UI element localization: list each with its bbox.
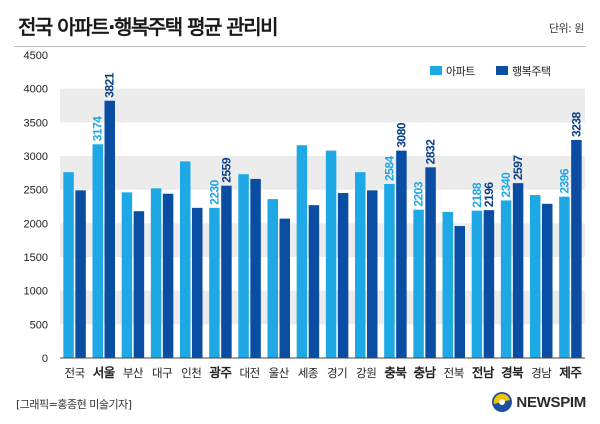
bar-apartment — [63, 172, 74, 358]
bar-happy-housing — [75, 190, 86, 358]
data-label: 3821 — [103, 72, 117, 98]
x-tick-label: 인천 — [181, 366, 201, 380]
data-label: 2832 — [424, 139, 438, 165]
bar-happy-housing — [396, 150, 407, 358]
y-tick-label: 3500 — [24, 117, 48, 129]
bar-apartment — [92, 144, 103, 358]
data-label: 2597 — [511, 155, 525, 181]
bar-happy-housing — [279, 218, 290, 358]
grid-band — [60, 290, 585, 325]
grid-band — [60, 223, 585, 257]
x-tick-label: 서울 — [93, 365, 116, 380]
logo-text: NEWSPIM — [516, 393, 586, 411]
bar-happy-housing — [571, 139, 582, 358]
bar-happy-housing — [512, 183, 524, 358]
bar-apartment — [180, 161, 191, 358]
y-tick-label: 2000 — [24, 218, 48, 230]
legend-label: 행복주택 — [512, 65, 550, 78]
bar-happy-housing — [162, 193, 174, 358]
bar-apartment — [559, 196, 570, 358]
chart-header: 전국 아파트·행복주택 평균 관리비 단위: 원 — [0, 0, 600, 46]
bar-happy-housing — [133, 211, 145, 358]
data-label: 2230 — [207, 179, 221, 205]
bar-happy-housing — [192, 207, 203, 358]
data-label: 2396 — [557, 168, 571, 194]
x-tick-label: 전북 — [444, 366, 464, 380]
data-label: 2340 — [499, 172, 513, 198]
x-tick-label: 세종 — [298, 366, 318, 380]
x-tick-label: 충북 — [384, 365, 407, 380]
x-tick-label: 경기 — [327, 366, 347, 380]
data-label: 2559 — [219, 157, 233, 183]
newspim-logo: NEWSPIM — [491, 390, 586, 414]
data-label: 2196 — [482, 182, 496, 208]
bar-apartment — [500, 200, 512, 358]
x-tick-label: 경북 — [501, 365, 524, 380]
x-tick-label: 전국 — [64, 366, 84, 380]
chart-title: 전국 아파트·행복주택 평균 관리비 — [18, 15, 279, 39]
y-tick-label: 4000 — [24, 84, 48, 96]
bar-happy-housing — [337, 193, 349, 358]
data-label: 3238 — [569, 111, 583, 137]
chart-footer: [그래픽=홍종현 미술기자] NEWSPIM — [0, 382, 600, 424]
data-label: 3174 — [91, 116, 105, 142]
bar-apartment — [413, 209, 424, 358]
grid-band — [60, 156, 585, 190]
bar-apartment — [355, 172, 366, 358]
header-divider — [14, 46, 586, 47]
bar-happy-housing — [542, 203, 553, 358]
bar-apartment — [442, 211, 453, 358]
data-label: 2584 — [382, 155, 396, 181]
unit-label: 단위: 원 — [548, 22, 585, 35]
x-tick-label: 부산 — [123, 366, 144, 380]
bar-apartment — [209, 207, 220, 358]
y-tick-label: 1000 — [24, 286, 48, 298]
bar-happy-housing — [104, 100, 115, 358]
bar-apartment — [325, 150, 337, 358]
y-tick-label: 2500 — [24, 185, 48, 197]
legend-swatch — [430, 66, 442, 75]
x-tick-label: 광주 — [209, 365, 232, 380]
data-label: 3080 — [394, 122, 408, 148]
bar-happy-housing — [250, 178, 261, 358]
graphic-credit: [그래픽=홍종현 미술기자] — [16, 398, 132, 411]
legend-swatch — [496, 66, 508, 75]
legend-label: 아파트 — [446, 65, 475, 78]
bar-apartment — [471, 210, 483, 358]
grid-band — [60, 88, 585, 123]
bar-happy-housing — [367, 190, 378, 358]
bar-apartment — [267, 199, 278, 358]
bar-happy-housing — [483, 210, 495, 358]
x-tick-label: 제주 — [559, 365, 582, 380]
bar-happy-housing — [425, 167, 436, 358]
y-tick-label: 3000 — [24, 151, 48, 163]
x-tick-label: 강원 — [356, 366, 376, 380]
x-tick-label: 울산 — [269, 366, 290, 380]
x-tick-label: 대구 — [152, 366, 172, 380]
x-tick-label: 대전 — [239, 366, 259, 380]
x-tick-label: 전남 — [472, 365, 495, 380]
bar-apartment — [121, 192, 133, 358]
y-tick-label: 4500 — [24, 50, 48, 62]
data-label: 2188 — [470, 182, 484, 208]
bar-apartment — [150, 188, 162, 358]
bar-apartment — [296, 145, 308, 358]
bar-happy-housing — [454, 226, 465, 358]
bar-chart: 0 500 1000 1500 2000 2500 3000 3500 4000 4500 3174… — [24, 50, 585, 380]
bar-apartment — [384, 184, 395, 358]
data-label: 2203 — [412, 181, 426, 207]
x-tick-label: 충남 — [414, 365, 437, 380]
y-tick-label: 500 — [30, 319, 48, 331]
bar-happy-housing — [221, 185, 232, 358]
y-tick-label: 1500 — [24, 252, 48, 264]
bar-apartment — [530, 195, 541, 358]
y-tick-label: 0 — [42, 353, 48, 365]
newspim-logo-icon — [492, 392, 513, 412]
bar-apartment — [238, 174, 249, 358]
x-tick-label: 경남 — [531, 366, 552, 380]
bar-happy-housing — [308, 205, 320, 358]
